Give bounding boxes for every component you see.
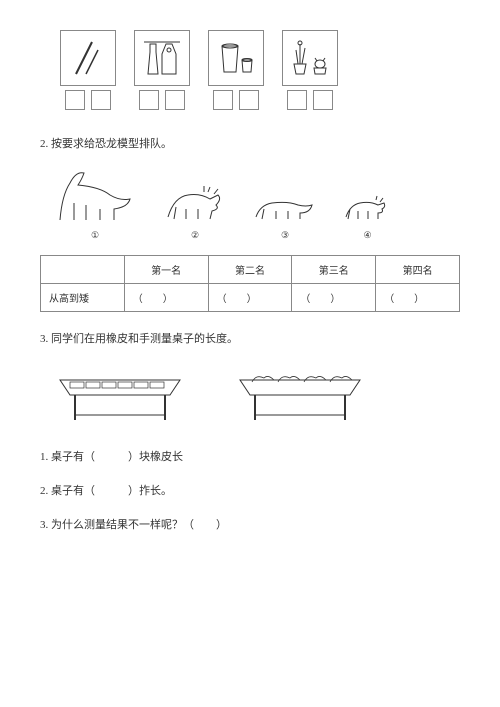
table-hands-icon xyxy=(230,360,370,430)
col-1: 第一名 xyxy=(124,256,208,284)
dino-3: ③ xyxy=(250,185,320,241)
clothes-icon xyxy=(134,30,190,86)
dino-label: ③ xyxy=(250,230,320,241)
rank-cell[interactable]: （ ） xyxy=(292,284,376,312)
dino-label: ① xyxy=(50,230,140,241)
q3-title: 3. 同学们在用橡皮和手测量桌子的长度。 xyxy=(40,330,460,346)
table-erasers-icon xyxy=(50,360,190,430)
col-2: 第二名 xyxy=(208,256,292,284)
q1-items-row xyxy=(60,30,460,110)
q3-sub3: 3. 为什么测量结果不一样呢？（ ） xyxy=(40,516,460,532)
rank-table: 第一名 第二名 第三名 第四名 从高到矮 （ ） （ ） （ ） （ ） xyxy=(40,255,460,312)
q2-title: 2. 按要求给恐龙模型排队。 xyxy=(40,135,460,151)
dino-2: ② xyxy=(160,177,230,241)
col-4: 第四名 xyxy=(376,256,460,284)
dino-1: ① xyxy=(50,165,140,241)
item-sticks xyxy=(60,30,116,110)
pots-icon xyxy=(208,30,264,86)
q3-sub1: 1. 桌子有（ ）块橡皮长 xyxy=(40,448,460,464)
sticks-icon xyxy=(60,30,116,86)
answer-box[interactable] xyxy=(139,90,159,110)
answer-box[interactable] xyxy=(313,90,333,110)
answer-box[interactable] xyxy=(91,90,111,110)
col-3: 第三名 xyxy=(292,256,376,284)
answer-box[interactable] xyxy=(239,90,259,110)
item-pots xyxy=(208,30,264,110)
answer-box[interactable] xyxy=(65,90,85,110)
answer-box[interactable] xyxy=(165,90,185,110)
q3-sub2: 2. 桌子有（ ）拃长。 xyxy=(40,482,460,498)
dino-label: ④ xyxy=(340,230,395,241)
dino-label: ② xyxy=(160,230,230,241)
row-header: 从高到矮 xyxy=(41,284,125,312)
item-clothes xyxy=(134,30,190,110)
dino-4: ④ xyxy=(340,189,395,241)
rank-cell[interactable]: （ ） xyxy=(376,284,460,312)
rank-cell[interactable]: （ ） xyxy=(208,284,292,312)
rank-cell[interactable]: （ ） xyxy=(124,284,208,312)
tables-row xyxy=(50,360,460,430)
answer-box[interactable] xyxy=(287,90,307,110)
plants-icon xyxy=(282,30,338,86)
answer-box[interactable] xyxy=(213,90,233,110)
dino-row: ① ② ③ ④ xyxy=(50,165,460,241)
item-plants xyxy=(282,30,338,110)
